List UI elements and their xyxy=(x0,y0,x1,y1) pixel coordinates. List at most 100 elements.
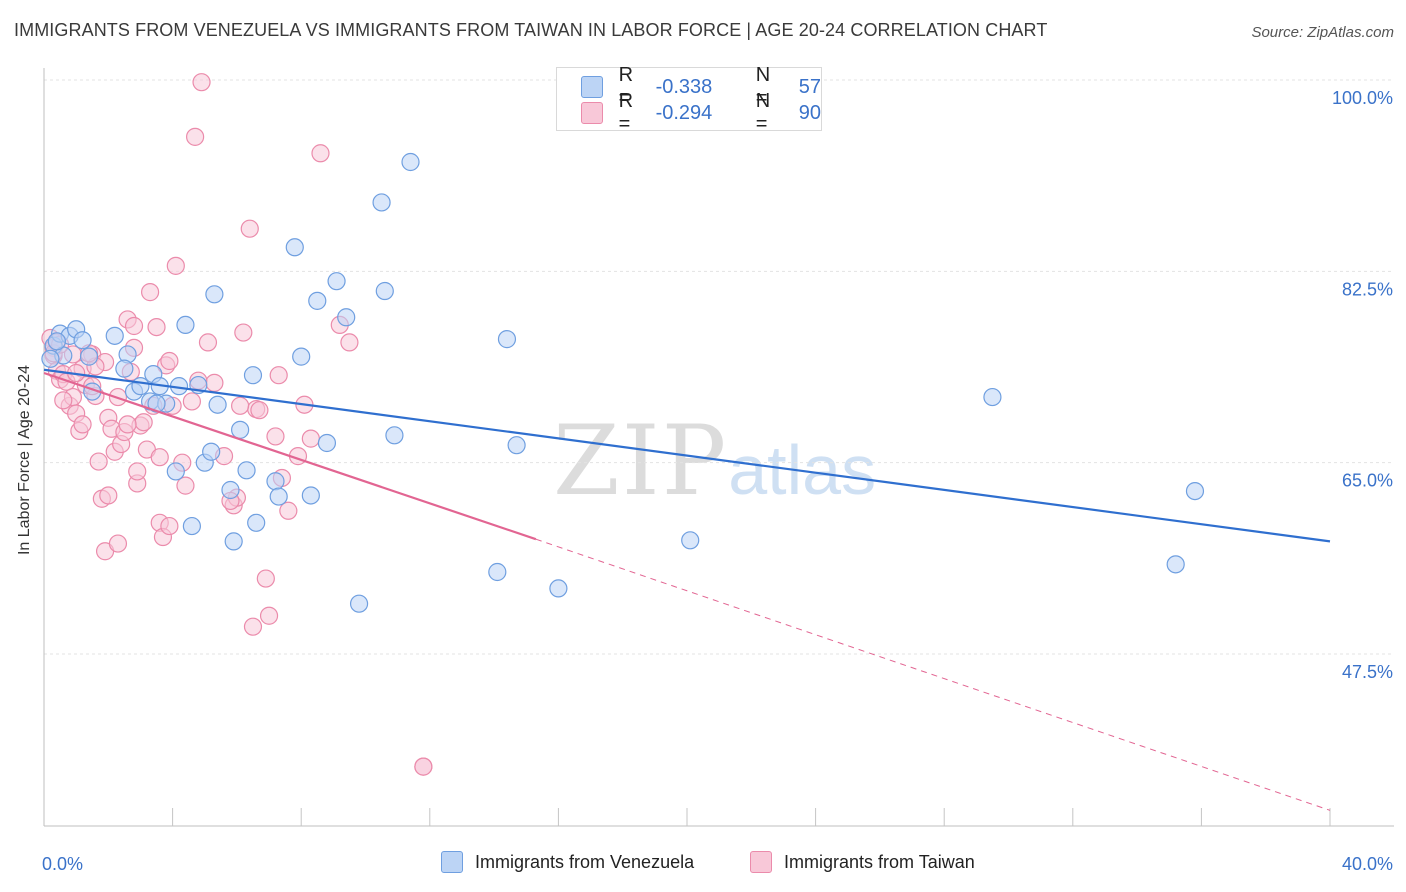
source-label: Source: ZipAtlas.com xyxy=(1251,24,1394,41)
taiwan-point xyxy=(186,127,205,146)
taiwan-point xyxy=(269,366,288,385)
venezuela-point xyxy=(205,285,224,304)
venezuela-point xyxy=(983,387,1002,407)
y-tick-label: 82.5% xyxy=(1342,279,1393,299)
venezuela-point xyxy=(202,442,221,461)
venezuela-point xyxy=(385,426,404,445)
taiwan-point xyxy=(99,486,118,505)
venezuela-point xyxy=(47,332,66,351)
taiwan-point xyxy=(192,73,211,92)
venezuela-point xyxy=(488,562,507,582)
taiwan-point xyxy=(108,534,128,553)
venezuela-point xyxy=(681,531,700,550)
venezuela-point xyxy=(349,594,369,613)
taiwan-point xyxy=(205,373,224,392)
venezuela-point xyxy=(166,462,185,481)
x-tick-label: 0.0% xyxy=(42,854,83,874)
taiwan-point xyxy=(250,401,269,420)
legend-row-taiwan: R = -0.294 N = 90 xyxy=(581,90,822,135)
venezuela-point xyxy=(269,487,288,506)
venezuela-point xyxy=(221,480,240,500)
correlation-legend: R = -0.338 N = 57 R = -0.294 N = 90 xyxy=(556,64,822,135)
taiwan-point xyxy=(140,283,160,302)
y-tick-label: 100.0% xyxy=(1332,88,1393,108)
legend-n-value: 57 xyxy=(798,75,822,98)
watermark-zip: ZIP xyxy=(553,405,729,517)
chart-title: IMMIGRANTS FROM VENEZUELA VS IMMIGRANTS … xyxy=(14,20,1048,40)
venezuela-point xyxy=(285,238,304,257)
venezuela-point xyxy=(327,272,346,291)
legend-r-label: R = xyxy=(618,90,634,135)
bottom-legend-taiwan: Immigrants from Taiwan xyxy=(750,851,975,873)
taiwan-point xyxy=(89,452,108,471)
taiwan-point xyxy=(118,415,137,434)
venezuela-point xyxy=(266,472,285,491)
taiwan-point xyxy=(340,333,359,352)
legend-r-value: -0.338 xyxy=(655,75,713,98)
taiwan-trend-line xyxy=(43,371,537,541)
legend-r-value: -0.294 xyxy=(655,101,713,124)
venezuela-point xyxy=(1166,555,1185,574)
venezuela-swatch xyxy=(441,851,463,873)
taiwan-point xyxy=(414,757,433,776)
venezuela-point xyxy=(131,377,150,396)
legend-label-taiwan: Immigrants from Taiwan xyxy=(784,851,975,872)
venezuela-point xyxy=(208,395,227,414)
venezuela-point xyxy=(497,330,517,349)
taiwan-point xyxy=(259,606,279,625)
taiwan-point xyxy=(243,617,263,636)
legend-n-value: 90 xyxy=(798,101,822,124)
y-tick-label: 47.5% xyxy=(1342,662,1393,682)
taiwan-point xyxy=(166,256,185,275)
venezuela-point xyxy=(301,486,320,505)
legend-label-venezuela: Immigrants from Venezuela xyxy=(475,851,695,872)
venezuela-point xyxy=(243,366,263,385)
x-tick-label: 40.0% xyxy=(1342,854,1393,874)
venezuela-point xyxy=(549,579,568,598)
taiwan-point xyxy=(54,391,73,410)
taiwan-point xyxy=(160,516,179,536)
taiwan-point xyxy=(240,219,259,238)
taiwan-point xyxy=(147,317,166,337)
venezuela-point xyxy=(507,436,526,455)
venezuela-point xyxy=(372,193,391,212)
taiwan-point xyxy=(124,316,144,336)
taiwan-point xyxy=(134,413,153,432)
venezuela-point xyxy=(115,359,134,378)
venezuela-point xyxy=(231,420,250,439)
venezuela-point xyxy=(1185,481,1205,501)
taiwan-swatch xyxy=(581,102,603,124)
venezuela-point xyxy=(79,347,99,366)
legend-n-label: N = xyxy=(755,64,771,109)
taiwan-point xyxy=(231,396,250,415)
taiwan-point xyxy=(279,501,298,520)
y-tick-label: 65.0% xyxy=(1342,471,1393,491)
taiwan-point xyxy=(128,462,147,481)
taiwan-trend-extension xyxy=(535,538,1331,811)
bottom-legend-venezuela: Immigrants from Venezuela xyxy=(441,851,694,873)
legend-n-label: N = xyxy=(755,90,771,135)
venezuela-point xyxy=(73,331,92,350)
taiwan-point xyxy=(301,429,320,448)
taiwan-point xyxy=(266,427,285,446)
taiwan-point xyxy=(73,415,92,434)
venezuela-trend-line xyxy=(43,368,1331,543)
venezuela-point xyxy=(237,461,256,480)
venezuela-point xyxy=(247,513,266,532)
legend-r-label: R = xyxy=(618,64,634,109)
taiwan-swatch xyxy=(750,851,772,873)
venezuela-point xyxy=(317,433,337,453)
venezuela-point xyxy=(375,281,394,301)
venezuela-point xyxy=(308,291,327,310)
venezuela-point xyxy=(41,349,60,368)
venezuela-point xyxy=(401,152,420,172)
venezuela-point xyxy=(182,516,201,536)
taiwan-point xyxy=(150,448,169,467)
watermark: ZIPatlas xyxy=(553,405,876,517)
venezuela-point xyxy=(292,347,311,366)
venezuela-point xyxy=(224,532,243,551)
taiwan-point xyxy=(182,392,201,411)
taiwan-point xyxy=(198,333,218,352)
taiwan-point xyxy=(160,351,179,371)
